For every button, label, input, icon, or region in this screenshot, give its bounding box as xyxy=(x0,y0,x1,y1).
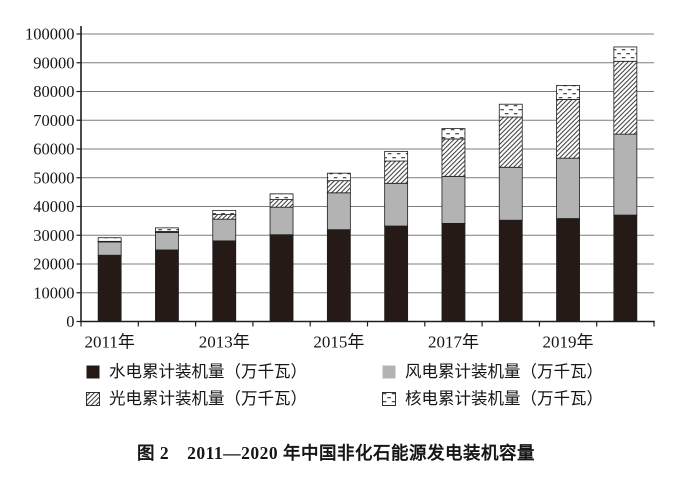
bar-segment-solar-2015年 xyxy=(326,180,351,194)
bar-segment-solar-2014年 xyxy=(269,199,294,208)
figure-caption: 图 2 2011—2020 年中国非化石能源发电装机容量 xyxy=(136,443,536,463)
bar-segment-wind-2019年 xyxy=(556,157,580,219)
y-tick-label: 90000 xyxy=(33,53,74,72)
bar-segment-nuclear-2020年 xyxy=(613,46,638,62)
axes-layer xyxy=(76,26,655,327)
bar-segment-wind-2015年 xyxy=(326,192,351,231)
x-tick-label: 2013年 xyxy=(199,333,250,352)
bar-segment-wind-2018年 xyxy=(498,166,523,221)
x-tick-label: 2011年 xyxy=(84,333,134,352)
bar-segment-nuclear-2012年 xyxy=(155,227,179,232)
x-tick-label: 2015年 xyxy=(313,333,364,352)
bar-segment-wind-2012年 xyxy=(155,232,179,251)
legend-item-solar: 光电累计装机量（万千瓦） xyxy=(86,388,382,410)
legend-label-wind: 风电累计装机量（万千瓦） xyxy=(405,362,603,381)
nuclear-swatch-icon xyxy=(382,392,396,406)
legend-label-hydro: 水电累计装机量（万千瓦） xyxy=(109,362,307,381)
bar-segment-hydro-2015年 xyxy=(326,229,351,322)
bar-segment-nuclear-2017年 xyxy=(441,128,466,140)
bar-segment-wind-2016年 xyxy=(384,182,409,227)
y-tick-label: 30000 xyxy=(33,226,74,245)
x-tick-label: 2017年 xyxy=(428,333,479,352)
y-tick-label: 80000 xyxy=(33,82,74,101)
bar-segment-solar-2016年 xyxy=(384,160,409,184)
bar-segment-wind-2013年 xyxy=(212,218,237,242)
y-tick-label: 70000 xyxy=(33,111,74,130)
bar-segment-hydro-2019年 xyxy=(556,218,580,322)
legend-item-wind: 风电累计装机量（万千瓦） xyxy=(382,361,603,383)
hydro-swatch-icon xyxy=(86,365,100,379)
y-tick-label: 10000 xyxy=(33,283,74,302)
bar-segment-hydro-2020年 xyxy=(613,214,638,322)
bar-segment-solar-2018年 xyxy=(498,116,523,168)
bar-segment-nuclear-2015年 xyxy=(326,172,351,182)
bar-segment-hydro-2018年 xyxy=(498,219,523,322)
legend: 水电累计装机量（万千瓦） 风电累计装机量（万千瓦） 光电累计装机量（万千瓦） 核… xyxy=(0,361,700,410)
bar-segment-hydro-2014年 xyxy=(269,234,294,322)
bar-segment-wind-2014年 xyxy=(269,206,294,236)
solar-swatch-icon xyxy=(86,392,100,406)
stacked-bar-chart: 0 10000 20000 30000 40000 50000 60000 70000 8000… xyxy=(25,25,655,352)
axis-labels-layer: 0 10000 20000 30000 40000 50000 60000 70000 8000… xyxy=(25,25,594,352)
bar-segment-wind-2011年 xyxy=(97,241,122,256)
bar-segment-hydro-2017年 xyxy=(441,223,466,322)
bar-segment-nuclear-2013年 xyxy=(212,209,237,216)
y-tick-label: 100000 xyxy=(25,25,75,44)
legend-label-solar: 光电累计装机量（万千瓦） xyxy=(109,389,307,408)
bar-segment-wind-2020年 xyxy=(613,133,638,216)
bar-segment-hydro-2012年 xyxy=(155,249,179,322)
bar-segment-solar-2013年 xyxy=(212,214,237,220)
bar-segment-nuclear-2018年 xyxy=(498,103,523,118)
x-tick-label: 2019年 xyxy=(543,333,594,352)
wind-swatch-icon xyxy=(382,365,396,379)
y-tick-label: 50000 xyxy=(33,168,74,187)
legend-item-nuclear: 核电累计装机量（万千瓦） xyxy=(382,388,603,410)
y-tick-label: 0 xyxy=(66,312,74,331)
bar-segment-hydro-2011年 xyxy=(97,254,122,322)
bar-segment-hydro-2016年 xyxy=(384,225,409,322)
bar-segment-wind-2017年 xyxy=(441,175,466,224)
bar-segment-solar-2019年 xyxy=(556,99,580,159)
legend-item-hydro: 水电累计装机量（万千瓦） xyxy=(86,361,382,383)
bar-segment-solar-2017年 xyxy=(441,138,466,177)
bar-segment-nuclear-2014年 xyxy=(269,193,294,200)
bar-segment-nuclear-2016年 xyxy=(384,150,409,162)
y-tick-label: 60000 xyxy=(33,140,74,159)
bars-layer xyxy=(97,46,638,322)
bar-segment-solar-2020年 xyxy=(613,60,638,135)
bar-segment-hydro-2013年 xyxy=(212,240,237,322)
y-tick-label: 20000 xyxy=(33,255,74,274)
y-tick-label: 40000 xyxy=(33,197,74,216)
bar-segment-nuclear-2019年 xyxy=(556,85,580,100)
legend-label-nuclear: 核电累计装机量（万千瓦） xyxy=(405,389,603,408)
bar-segment-nuclear-2011年 xyxy=(97,237,122,242)
